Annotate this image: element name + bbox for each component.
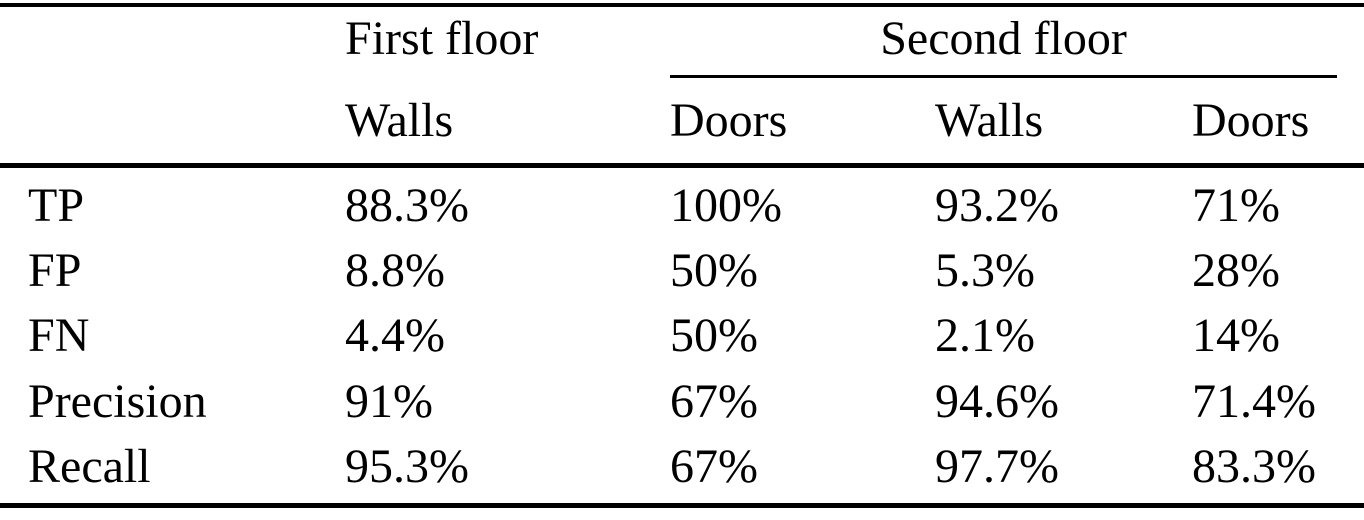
row-label-recall: Recall [28,440,151,493]
cell-value: 4.4% [345,309,445,362]
col-group-first-floor: First floor [345,12,539,65]
cell-value: 8.8% [345,244,445,297]
cell-value: 50% [670,309,758,362]
cell-value: 88.3% [345,179,469,232]
cell-value: 95.3% [345,440,469,493]
cell-value: 67% [670,375,758,428]
second-floor-spanner-rule [670,75,1337,78]
cell-value: 94.6% [935,375,1059,428]
cell-value: 93.2% [935,179,1059,232]
col-header-walls-2: Walls [935,94,1044,147]
table-header-rule [0,163,1364,168]
cell-value: 97.7% [935,440,1059,493]
cell-value: 5.3% [935,244,1035,297]
cell-value: 28% [1192,244,1280,297]
cell-value: 100% [670,179,782,232]
col-header-doors-1: Doors [670,94,788,147]
col-header-doors-2: Doors [1192,94,1310,147]
cell-value: 67% [670,440,758,493]
cell-value: 83.3% [1192,440,1316,493]
cell-value: 2.1% [935,309,1035,362]
row-label-tp: TP [28,179,85,232]
cell-value: 50% [670,244,758,297]
table-bottom-rule [0,503,1364,508]
col-group-second-floor: Second floor [880,12,1127,65]
row-label-precision: Precision [28,375,207,428]
cell-value: 91% [345,375,433,428]
row-label-fn: FN [28,309,90,362]
cell-value: 71.4% [1192,375,1316,428]
row-label-fp: FP [28,244,82,297]
table-top-rule [0,3,1364,7]
cell-value: 14% [1192,309,1280,362]
col-header-walls-1: Walls [345,94,454,147]
cell-value: 71% [1192,179,1280,232]
